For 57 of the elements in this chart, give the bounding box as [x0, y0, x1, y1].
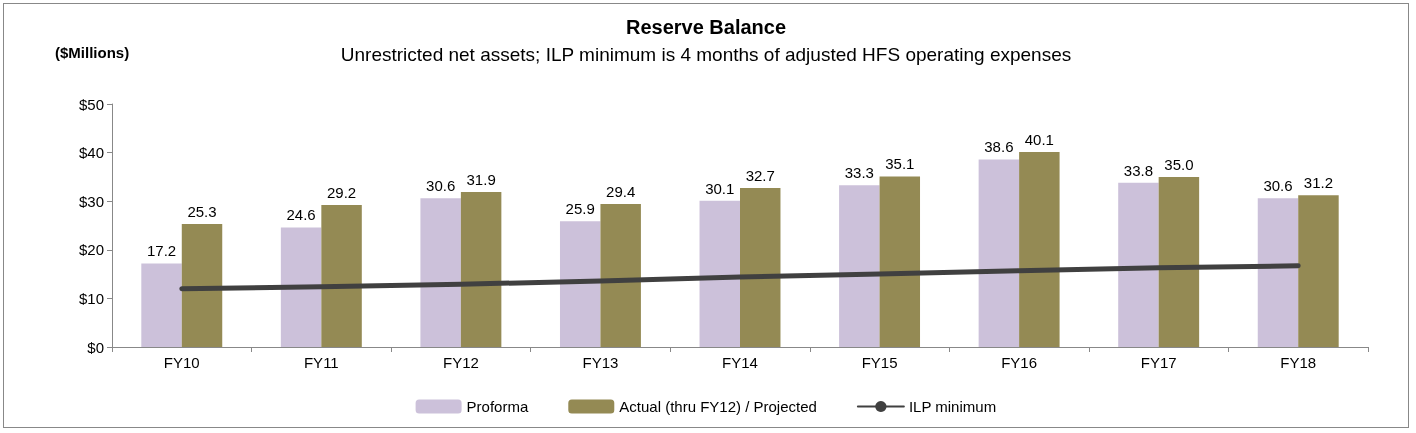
data-label: 30.6 — [426, 177, 456, 195]
bar — [420, 198, 461, 347]
x-tick-label: FY14 — [722, 354, 758, 371]
data-label: 30.6 — [1263, 177, 1293, 195]
bar — [141, 263, 182, 347]
bar — [839, 185, 880, 347]
data-label: 25.9 — [565, 200, 595, 218]
x-tick-label: FY12 — [442, 354, 479, 371]
y-tick-label: $40 — [78, 144, 104, 162]
bar — [321, 205, 362, 347]
data-label: 29.2 — [326, 184, 357, 202]
bar — [740, 188, 781, 347]
legend-label: Actual (thru FY12) / Projected — [619, 398, 817, 415]
x-tick-label: FY10 — [163, 354, 200, 371]
bar — [699, 200, 740, 347]
bar — [1158, 176, 1200, 347]
x-tick-label: FY15 — [861, 354, 898, 371]
x-tick-label: FY16 — [1001, 354, 1038, 371]
x-tick-label: FY13 — [582, 354, 619, 371]
bar — [460, 191, 502, 347]
bar — [1019, 152, 1060, 347]
data-label: 35.1 — [885, 155, 915, 173]
y-tick-label: $20 — [78, 241, 104, 259]
bar — [559, 221, 601, 347]
data-label: 40.1 — [1024, 131, 1054, 149]
bar — [181, 224, 223, 347]
y-tick-label: $0 — [87, 338, 104, 356]
data-label: 31.2 — [1303, 174, 1334, 192]
bar — [280, 227, 322, 347]
chart-title: Reserve Balance — [625, 16, 787, 38]
data-label: 33.8 — [1123, 161, 1154, 179]
data-label: 35.0 — [1164, 155, 1194, 173]
y-tick-label: $10 — [78, 289, 104, 307]
bar — [1257, 198, 1299, 347]
y-tick-label: $30 — [78, 192, 104, 210]
data-label: 25.3 — [187, 203, 217, 221]
data-label: 38.6 — [984, 138, 1014, 156]
x-tick-label: FY17 — [1140, 354, 1177, 371]
x-tick-label: FY18 — [1280, 354, 1317, 371]
bar — [879, 176, 921, 347]
chart-subtitle: Unrestricted net assets; ILP minimum is 4 months of adjusted HFS operating expenses — [340, 44, 1072, 65]
data-label: 32.7 — [745, 167, 775, 185]
bar — [1118, 182, 1159, 347]
bar — [1298, 195, 1339, 347]
data-label: 24.6 — [286, 206, 316, 224]
y-tick-label: $50 — [78, 95, 104, 113]
data-label: 33.3 — [844, 164, 874, 182]
data-label: 31.9 — [466, 170, 496, 188]
bar — [600, 204, 641, 347]
bar — [978, 159, 1020, 347]
y-axis-title: ($Millions) — [55, 44, 130, 61]
data-label: 17.2 — [146, 242, 177, 260]
data-label: 30.1 — [705, 179, 735, 197]
data-label: 29.4 — [606, 183, 636, 201]
legend-label: Proforma — [466, 398, 529, 415]
x-tick-label: FY11 — [303, 354, 339, 371]
legend-label: ILP minimum — [908, 398, 997, 415]
